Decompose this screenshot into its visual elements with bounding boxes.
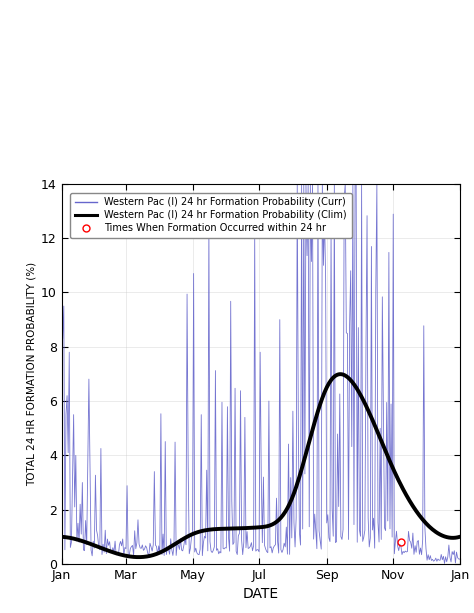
X-axis label: DATE: DATE: [243, 587, 279, 601]
Legend: Western Pac (I) 24 hr Formation Probability (Curr), Western Pac (I) 24 hr Format: Western Pac (I) 24 hr Formation Probabil…: [71, 192, 352, 238]
Y-axis label: TOTAL 24 HR FORMATION PROBABILITY (%): TOTAL 24 HR FORMATION PROBABILITY (%): [27, 262, 36, 486]
